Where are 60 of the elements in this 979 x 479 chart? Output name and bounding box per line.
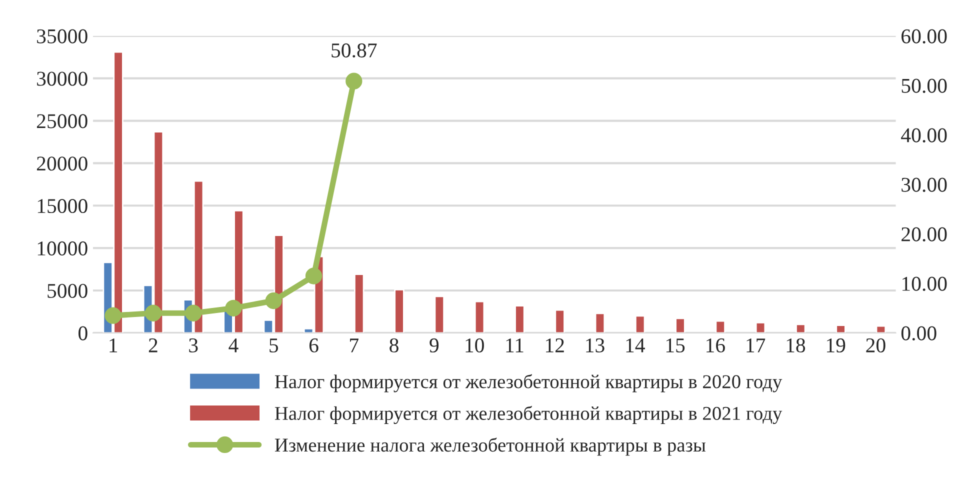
bar [634,315,646,333]
y-tick-label: 25000 [36,114,88,128]
x-tick-label: 1 [110,338,118,352]
x-tick-label: 19 [826,338,846,352]
x-tick-label: 3 [189,338,198,352]
y2-tick-label: 60.00 [902,29,947,44]
x-tick-label: 14 [626,338,645,352]
bar [514,305,525,333]
point [144,304,162,322]
bar [394,288,404,333]
bar [796,324,806,333]
x-tick-label: 7 [350,338,359,352]
x-tick-label: 2 [148,338,158,352]
x-tick-label: 17 [746,338,766,352]
point [225,300,242,316]
y-tick-label: 10000 [38,241,88,256]
y2-tick-label: 10.00 [902,276,947,291]
y2-tick-label: 50.00 [902,78,947,93]
bar [755,322,766,333]
x-tick-label: 20 [866,338,886,352]
x-tick-label: 9 [430,338,439,352]
x-tick-label: 8 [390,338,398,352]
bar [354,274,364,333]
y-tick-label: 15000 [38,199,88,214]
x-tick-label: 10 [466,338,484,352]
bar [675,318,686,333]
y-tick-label: 30000 [37,72,88,86]
x-tick-label: 12 [546,338,564,352]
bar [554,309,565,333]
x-tick-label: 11 [506,338,524,352]
y2-tick-label: 30.00 [902,178,947,192]
point [305,268,322,284]
y-tick-label: 35000 [37,29,88,44]
point [185,304,202,322]
x-tick-label: 5 [270,338,278,352]
bar [434,296,445,333]
bar [876,325,886,333]
y2-tick-label: 0.00 [901,326,936,340]
y2-tick-label: 40.00 [901,128,947,142]
x-tick-label: 6 [309,338,318,352]
x-tick-label: 4 [228,338,238,352]
bar [474,300,485,333]
bar [836,324,846,333]
y2-tick-label: 20.00 [902,227,947,242]
bar [594,312,606,333]
legend-label: Изменение налога железобетонной квартиры в разы [274,438,706,456]
y-tick-label: 5000 [48,284,88,298]
legend-label: Налог формируется от железобетонной квартиры в 2020 году [274,374,782,392]
x-tick-label: 16 [706,338,725,352]
x-tick-label: 18 [786,338,806,352]
legend-label: Налог формируется от железобетонной квартиры в 2021 году [274,406,782,424]
bar [715,320,726,333]
point [346,72,362,90]
x-tick-label: 15 [666,338,685,352]
x-tick-label: 13 [586,338,604,352]
point [104,307,122,324]
y-tick-label: 0 [78,326,88,340]
point [265,292,282,310]
y-tick-label: 20000 [36,156,88,171]
data-label: 50.87 [332,43,377,58]
